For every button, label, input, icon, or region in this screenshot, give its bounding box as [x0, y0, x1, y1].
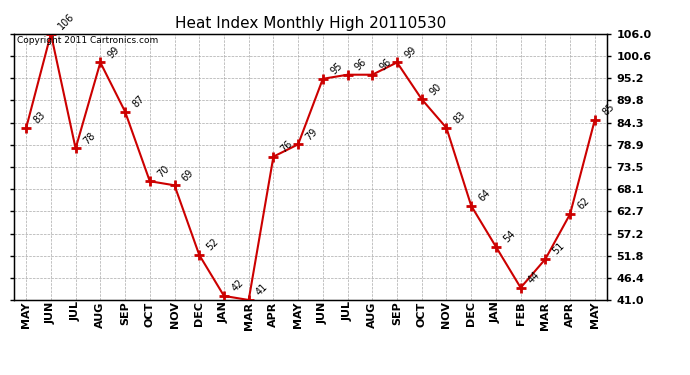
Text: 76: 76 — [279, 139, 295, 154]
Text: 106: 106 — [57, 12, 77, 32]
Text: 52: 52 — [205, 237, 221, 253]
Text: 78: 78 — [81, 130, 97, 146]
Text: 70: 70 — [155, 163, 171, 179]
Text: 69: 69 — [180, 167, 196, 183]
Text: 90: 90 — [427, 81, 443, 97]
Text: 62: 62 — [575, 196, 591, 212]
Text: 95: 95 — [328, 61, 344, 76]
Title: Heat Index Monthly High 20110530: Heat Index Monthly High 20110530 — [175, 16, 446, 31]
Text: Copyright 2011 Cartronics.com: Copyright 2011 Cartronics.com — [17, 36, 158, 45]
Text: 83: 83 — [452, 110, 468, 126]
Text: 99: 99 — [402, 45, 418, 60]
Text: 64: 64 — [477, 188, 493, 204]
Text: 54: 54 — [502, 229, 518, 244]
Text: 99: 99 — [106, 45, 121, 60]
Text: 41: 41 — [254, 282, 270, 298]
Text: 42: 42 — [230, 278, 246, 294]
Text: 79: 79 — [304, 126, 319, 142]
Text: 83: 83 — [32, 110, 48, 126]
Text: 96: 96 — [353, 57, 369, 72]
Text: 85: 85 — [600, 102, 616, 118]
Text: 96: 96 — [378, 57, 393, 72]
Text: 51: 51 — [551, 241, 566, 257]
Text: 44: 44 — [526, 270, 542, 285]
Text: 87: 87 — [130, 94, 146, 110]
